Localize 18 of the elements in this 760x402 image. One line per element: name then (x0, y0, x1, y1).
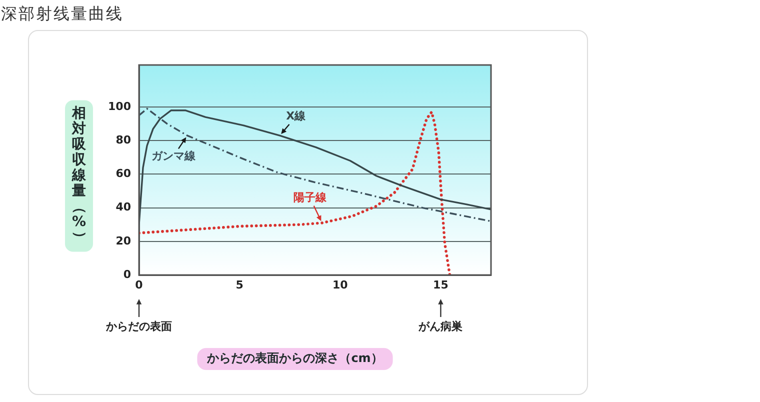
y-tick-label: 100 (108, 100, 132, 113)
chart-title: 深部射线量曲线 (1, 4, 124, 25)
series-label: ガンマ線 (151, 149, 196, 162)
y-tick-label: 80 (116, 133, 132, 146)
annotation: からだの表面 (105, 320, 172, 333)
text: 相対吸収線量（%） (71, 106, 88, 245)
x-tick-label: 5 (236, 278, 244, 292)
series-label: 陽子線 (294, 190, 328, 204)
y-tick-label: 40 (116, 200, 132, 214)
y-tick-label: 0 (123, 268, 132, 281)
y-tick-label: 20 (116, 234, 132, 248)
x-tick-label: 15 (433, 278, 448, 292)
y-tick-label: 60 (116, 167, 132, 180)
x-tick-label: 10 (332, 278, 348, 292)
annotation: がん病巣 (418, 320, 463, 333)
series-label: X線 (286, 109, 307, 122)
x-tick-label: 0 (135, 278, 144, 292)
x-axis-title: からだの表面からの深さ（cm） (206, 351, 383, 366)
